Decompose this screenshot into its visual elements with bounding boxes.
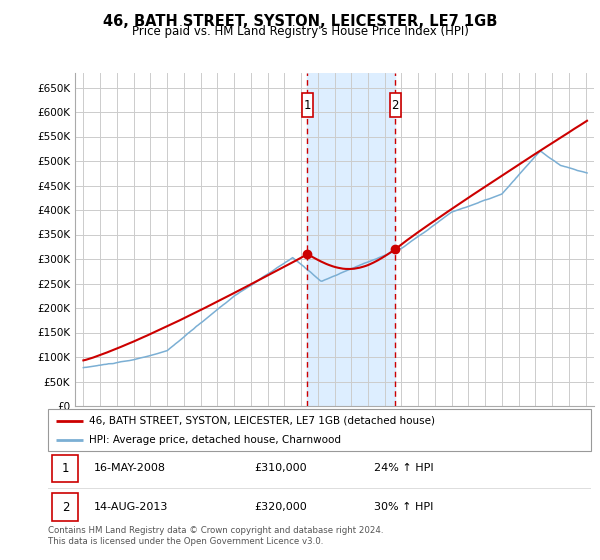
Text: 46, BATH STREET, SYSTON, LEICESTER, LE7 1GB (detached house): 46, BATH STREET, SYSTON, LEICESTER, LE7 … (89, 416, 435, 426)
Text: 1: 1 (62, 462, 69, 475)
Bar (52, 455, 79, 482)
Bar (302, 94, 313, 117)
Bar (389, 94, 401, 117)
Text: 2: 2 (391, 99, 399, 111)
Text: 16-MAY-2008: 16-MAY-2008 (94, 464, 166, 473)
Text: 46, BATH STREET, SYSTON, LEICESTER, LE7 1GB: 46, BATH STREET, SYSTON, LEICESTER, LE7 … (103, 14, 497, 29)
Text: £310,000: £310,000 (254, 464, 307, 473)
Text: 24% ↑ HPI: 24% ↑ HPI (374, 464, 433, 473)
Bar (52, 493, 79, 521)
Text: £320,000: £320,000 (254, 502, 307, 512)
Bar (307, 73, 395, 406)
Text: 14-AUG-2013: 14-AUG-2013 (94, 502, 169, 512)
Text: 1: 1 (304, 99, 311, 111)
Text: Contains HM Land Registry data © Crown copyright and database right 2024.
This d: Contains HM Land Registry data © Crown c… (48, 526, 383, 546)
Text: 2: 2 (62, 501, 69, 514)
Text: Price paid vs. HM Land Registry's House Price Index (HPI): Price paid vs. HM Land Registry's House … (131, 25, 469, 38)
Text: 30% ↑ HPI: 30% ↑ HPI (374, 502, 433, 512)
Text: HPI: Average price, detached house, Charnwood: HPI: Average price, detached house, Char… (89, 435, 341, 445)
